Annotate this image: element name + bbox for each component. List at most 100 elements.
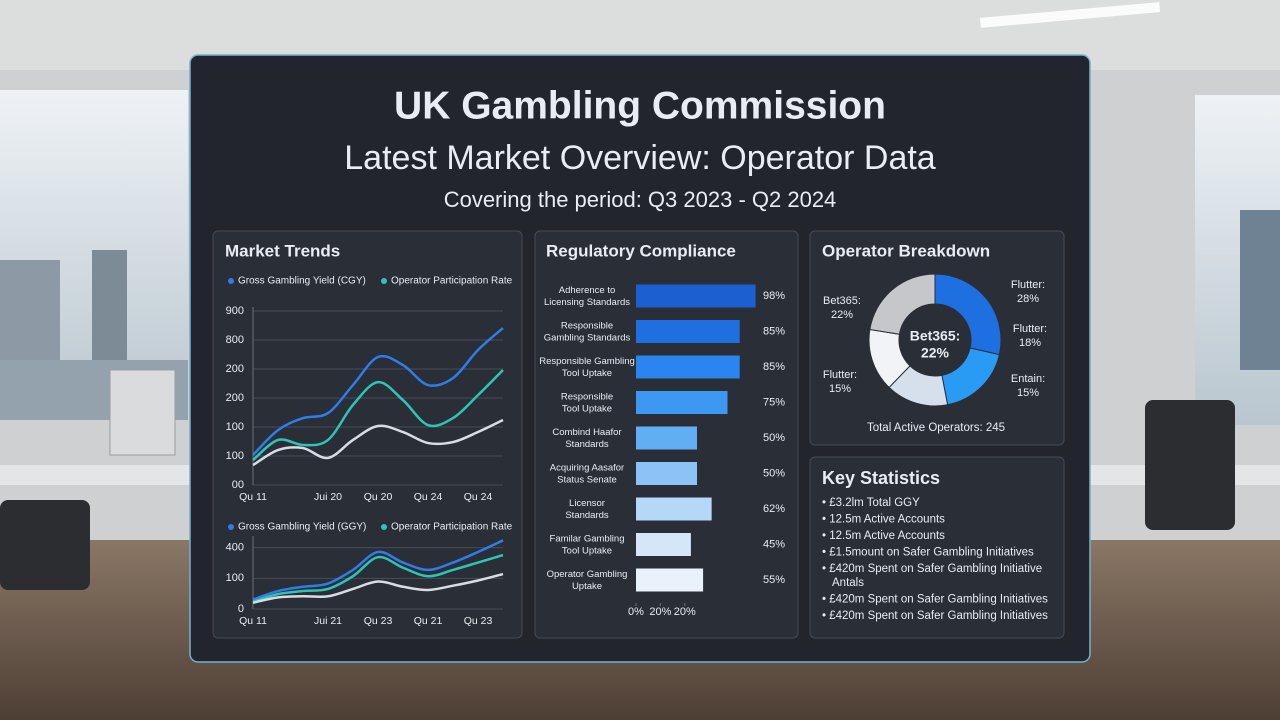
bar-category-line: Acquiring Aasafor [550,462,624,473]
card-title: Key Statistics [822,468,940,488]
skyline [1240,210,1280,370]
bar-category-label: Operator Gambling Uptake [547,569,628,592]
y-tick-label: 400 [226,542,244,554]
chair [0,500,90,590]
bar-category-label: Responsible Gambling Tool Uptake [539,356,635,379]
slice-name: Flutter: [1013,323,1047,335]
bar [636,426,697,450]
line-series [252,369,504,462]
bar-value-label: 85% [763,361,785,373]
y-tick-label: 00 [232,479,244,491]
line-series [252,327,504,456]
key-stat: • £420m Spent on Safer Gambling Initiati… [822,563,1042,575]
subtitle: Latest Market Overview: Operator Data [344,139,936,177]
bar-value-label: 50% [763,467,785,479]
x-tick-label: Qu 24 [464,491,493,503]
legend-label: Gross Gambling Yield (CGY) [238,276,366,287]
slice-name: Flutter: [1011,279,1045,291]
bar-category-label: Acquiring Aasafor Status Senate [550,462,624,485]
chair [1145,400,1235,530]
center-name: Bet365: [910,328,961,344]
legend-swatch [381,278,387,284]
bar-category-line: Tool Uptake [562,545,612,556]
x-tick-label: Jui 21 [314,615,342,627]
line-series [252,418,504,467]
bar-category-line: Combind Haafor [552,427,621,438]
legend-swatch [381,524,387,530]
bar-category-label: Combind Haafor Standards [552,427,621,450]
bar-category-line: Standards [565,439,609,450]
ceiling-light [979,2,1161,28]
x-tick-label: 20% [674,606,696,618]
bar-category-line: Tool Uptake [562,403,612,414]
slice-value: 28% [1017,293,1039,305]
bar-category-line: Licensor [569,498,605,509]
bar-category-line: Uptake [572,581,602,592]
x-tick-label: Qu 20 [364,491,393,503]
desk [0,465,190,485]
bar-category-line: Standards [565,510,609,521]
bar-category-line: Responsible [561,391,613,402]
bar [636,355,740,379]
y-tick-label: 800 [226,334,244,346]
y-tick-label: 100 [226,421,244,433]
card [809,230,1065,446]
center-value: 22% [921,345,950,361]
bar-value-label: 85% [763,325,785,337]
key-stat: • 12.5m Active Accounts [822,514,945,526]
y-tick-label: 0 [238,603,244,615]
bar-value-label: 45% [763,538,785,550]
bar-category-line: Responsible [561,320,613,331]
x-tick-label: Qu 24 [414,491,443,503]
slice-value: 18% [1019,337,1041,349]
bar [636,320,740,343]
y-tick-label: 200 [226,363,244,375]
x-tick-label: Qu 23 [364,615,393,627]
bar-category-label: Responsible Gambling Standards [544,320,631,343]
card-title: Market Trends [225,241,340,260]
card [809,456,1065,639]
bar [636,462,697,485]
title: UK Gambling Commission [394,84,886,127]
bar [636,533,691,556]
line-series [252,572,504,604]
legend-label: Operator Participation Rate [391,276,513,287]
slice-name: Flutter: [823,369,857,381]
card-title: Operator Breakdown [822,241,990,260]
x-tick-label: Qu 11 [239,491,267,503]
y-tick-label: 200 [226,392,244,404]
bar-category-line: Tool Uptake [562,368,612,379]
bar-category-line: Adherence to [559,285,616,296]
x-tick-label: Qu 23 [464,615,493,627]
x-tick-label: 0% [628,606,644,618]
chart-note: Total Active Operators: 245 [867,422,1005,434]
slice-name: Bet365: [823,295,861,307]
bar-category-label: Responsible Tool Uptake [561,391,613,414]
line-series [252,539,504,601]
bar-category-label: Adherence to Licensing Standards [544,285,630,308]
slice-value: 22% [831,309,853,321]
slice-value: 15% [1017,387,1039,399]
y-tick-label: 100 [226,572,244,584]
bar-value-label: 98% [763,290,785,302]
slice-value: 15% [829,383,851,395]
y-tick-label: 900 [226,305,244,317]
bar-value-label: 55% [763,574,785,586]
bar-category-line: Status Senate [557,474,617,485]
bar-value-label: 62% [763,503,785,515]
legend-swatch [228,278,234,284]
x-tick-label: 20% [649,606,671,618]
card [212,230,523,639]
x-tick-label: Qu 11 [239,615,267,627]
bar [636,391,728,414]
slice-name: Entain: [1011,373,1045,385]
key-stat: • £420m Spent on Safer Gambling Initiati… [822,594,1048,606]
key-stat: • £1.5mount on Safer Gambling Initiative… [822,547,1034,559]
bar-category-line: Familar Gambling [550,533,625,544]
skyline [0,260,60,360]
bar-category-line: Operator Gambling [547,569,628,580]
donut-slice [869,273,936,335]
legend-label: Operator Participation Rate [391,522,513,533]
bar-category-line: Gambling Standards [544,332,631,343]
